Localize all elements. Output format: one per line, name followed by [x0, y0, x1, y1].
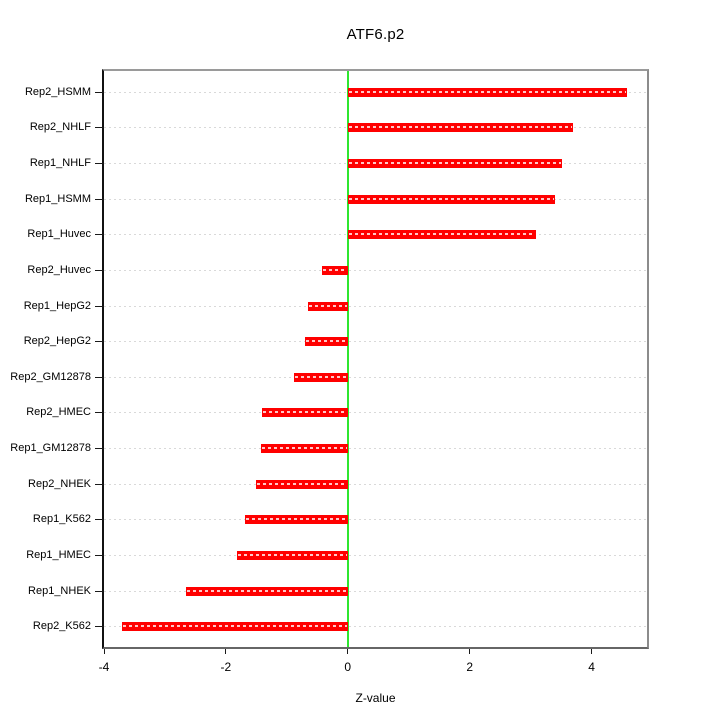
category-label: Rep1_HSMM	[24, 192, 91, 205]
plot-area	[102, 69, 649, 649]
y-axis-tick	[95, 554, 104, 556]
y-axis-tick	[95, 91, 104, 93]
category-label: Rep1_NHEK	[28, 584, 91, 597]
category-label: Rep2_NHEK	[28, 477, 91, 490]
x-axis-label: Z-value	[355, 691, 396, 705]
category-label: Rep1_HepG2	[23, 299, 91, 312]
value-bar	[305, 337, 348, 347]
y-axis-tick	[95, 305, 104, 307]
x-axis-tick	[347, 649, 349, 654]
category-label: Rep2_HepG2	[23, 335, 91, 348]
x-axis-tick	[103, 649, 105, 654]
y-axis-tick	[95, 376, 104, 378]
y-axis-tick	[95, 163, 104, 165]
value-bar	[347, 159, 562, 169]
chart-title: ATF6.p2	[346, 26, 405, 43]
value-bar	[244, 515, 348, 525]
value-bar	[185, 586, 348, 596]
value-bar	[236, 550, 348, 560]
gridline	[104, 376, 647, 378]
value-bar	[347, 194, 555, 204]
gridline	[104, 448, 647, 450]
x-tick-label: -4	[98, 660, 110, 674]
value-bar	[255, 479, 348, 489]
x-axis-tick	[225, 649, 227, 654]
y-axis-tick	[95, 127, 104, 129]
y-axis-tick	[95, 483, 104, 485]
category-label: Rep2_HMEC	[26, 406, 91, 419]
y-axis-tick	[95, 269, 104, 271]
category-label: Rep1_NHLF	[29, 157, 91, 170]
category-label: Rep2_HSMM	[24, 85, 91, 98]
gridline	[104, 305, 647, 307]
category-label: Rep1_HMEC	[26, 548, 91, 561]
gridline	[104, 483, 647, 485]
category-label: Rep2_K562	[32, 620, 91, 633]
x-axis-tick	[469, 649, 471, 654]
gridline	[104, 412, 647, 414]
y-axis-tick	[95, 198, 104, 200]
category-label: Rep1_GM12878	[10, 442, 91, 455]
x-tick-label: 4	[588, 660, 595, 674]
gridline	[104, 519, 647, 521]
category-label: Rep1_Huvec	[27, 228, 91, 241]
x-tick-label: 0	[344, 660, 352, 674]
y-axis-tick	[95, 519, 104, 521]
value-bar	[122, 622, 348, 632]
x-axis-tick	[591, 649, 593, 654]
gridline	[104, 590, 647, 592]
value-bar	[347, 230, 537, 240]
x-tick-label: 2	[466, 660, 473, 674]
category-label: Rep1_K562	[32, 513, 91, 526]
category-label: Rep2_NHLF	[29, 121, 91, 134]
value-bar	[293, 372, 348, 382]
y-axis-tick	[95, 448, 104, 450]
value-bar	[347, 87, 627, 97]
category-label: Rep2_Huvec	[27, 263, 91, 276]
y-axis-tick	[95, 341, 104, 343]
gridline	[104, 269, 647, 271]
value-bar	[347, 123, 574, 133]
y-axis-tick	[95, 626, 104, 628]
value-bar	[262, 408, 348, 418]
value-bar	[321, 265, 348, 275]
x-tick-label: -2	[220, 660, 232, 674]
gridline	[104, 341, 647, 343]
gridline	[104, 554, 647, 556]
value-bar	[260, 444, 348, 454]
zero-reference-line	[346, 71, 349, 647]
gridline	[104, 626, 647, 628]
y-axis-tick	[95, 412, 104, 414]
y-axis-tick	[95, 590, 104, 592]
y-axis-tick	[95, 234, 104, 236]
value-bar	[307, 301, 348, 311]
category-label: Rep2_GM12878	[10, 370, 91, 383]
